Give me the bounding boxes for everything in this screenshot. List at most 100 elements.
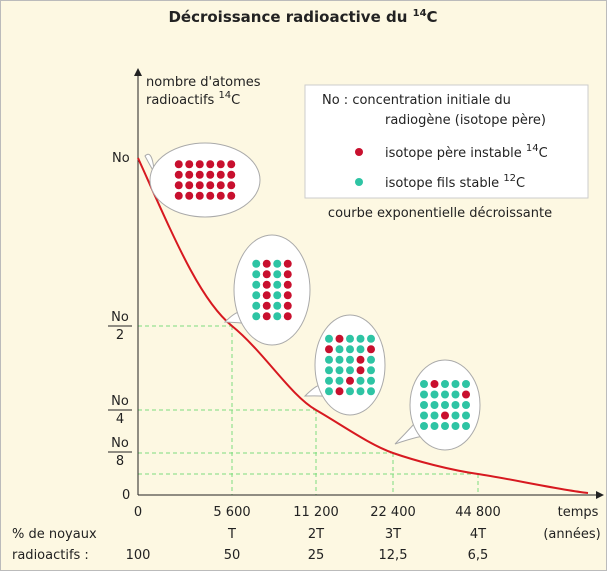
atom-dot (420, 422, 428, 430)
atom-dot (335, 387, 344, 396)
atom-dot (283, 301, 292, 310)
atom-dot (185, 181, 194, 190)
atom-dot (441, 380, 449, 388)
atom-dot (174, 160, 183, 169)
atom-dot (273, 259, 282, 268)
atom-dot (273, 312, 282, 321)
atom-dot (356, 334, 365, 343)
atom-dot (430, 422, 439, 430)
atom-dot (325, 366, 333, 375)
atom-dot (174, 191, 183, 200)
atom-dot (195, 181, 204, 190)
atom-dot (430, 411, 439, 420)
atom-dot (325, 355, 333, 364)
x-tick-label: 44 800 (455, 505, 501, 520)
bubble (233, 234, 311, 346)
x-tick-label: 11 200 (293, 505, 339, 520)
atom-dot (262, 291, 271, 300)
legend-text-part: isotope père instable (385, 146, 526, 161)
legend-text: No : concentration initiale du (322, 93, 511, 108)
y-label: 0 (122, 488, 130, 503)
atom-dot (346, 334, 354, 343)
legend-text-part: 12 (503, 173, 516, 184)
y-label: No (112, 151, 130, 166)
atom-dot (367, 345, 375, 354)
atom-dot (262, 259, 271, 268)
atom-dot (283, 312, 292, 321)
atom-dot (451, 401, 460, 409)
legend-text: isotope père instable 14C (385, 143, 548, 161)
atom-dot (335, 334, 344, 343)
atom-dot (216, 170, 225, 179)
atom-dot (430, 380, 439, 388)
percent-label: 100 (126, 548, 151, 563)
legend-dot (355, 178, 363, 186)
atom-dot (356, 345, 365, 354)
y-label-num: No (111, 394, 129, 409)
atom-dot (174, 181, 183, 190)
atom-dot (283, 270, 292, 279)
atom-dot (216, 160, 225, 169)
atom-dot (273, 301, 282, 310)
curve-label: courbe exponentielle décroissante (328, 206, 552, 221)
atom-dot (216, 181, 225, 190)
title-part: C (427, 8, 438, 26)
atom-dot (367, 387, 375, 396)
atom-dot (420, 380, 428, 388)
atom-dot (462, 422, 470, 430)
atom-dot (451, 390, 460, 399)
atom-dot (346, 376, 354, 385)
atom-dot (441, 401, 449, 409)
atom-dot (262, 301, 271, 310)
atom-dot (356, 355, 365, 364)
y-axis-title: radioactifs 14C (146, 90, 240, 108)
bubble (314, 314, 386, 416)
percent-label: 12,5 (379, 548, 408, 563)
atom-dot (325, 387, 333, 396)
atom-dot (262, 280, 271, 289)
atom-dot (325, 345, 333, 354)
atom-dot (367, 376, 375, 385)
atom-dot (335, 355, 344, 364)
period-label: 3T (385, 527, 401, 542)
x-axis-title: temps (558, 505, 599, 520)
title: Décroissance radioactive du 14C (168, 8, 437, 26)
x-tick-label: 0 (134, 505, 142, 520)
atom-dot (367, 366, 375, 375)
atom-dot (367, 334, 375, 343)
percent-label: 50 (224, 548, 241, 563)
atom-dot (252, 301, 261, 310)
atom-dot (185, 160, 194, 169)
atom-dot (227, 170, 236, 179)
atom-dot (227, 160, 236, 169)
atom-dot (451, 380, 460, 388)
atom-dot (273, 280, 282, 289)
atom-dot (335, 376, 344, 385)
x-tick-label: 22 400 (370, 505, 416, 520)
atom-dot (206, 191, 215, 200)
legend-text-part: 14 (526, 143, 539, 154)
atom-dot (174, 170, 183, 179)
atom-dot (335, 345, 344, 354)
atom-dot (325, 376, 333, 385)
atom-dot (356, 366, 365, 375)
atom-dot (346, 366, 354, 375)
legend-text: isotope fils stable 12C (385, 173, 525, 191)
atom-dot (462, 411, 470, 420)
bubble (149, 142, 261, 218)
atom-dot (262, 270, 271, 279)
legend-box (304, 84, 589, 199)
atom-dot (335, 366, 344, 375)
atom-dot (441, 390, 449, 399)
guides (138, 325, 479, 495)
y-label-den: 2 (116, 328, 124, 343)
atom-dot (216, 191, 225, 200)
y-label-den: 4 (116, 412, 124, 427)
atom-dot (195, 160, 204, 169)
row-label: radioactifs : (12, 548, 89, 563)
y-label-num: No (111, 436, 129, 451)
atom-dot (195, 191, 204, 200)
atom-dot (185, 191, 194, 200)
y-axis-title-part: radioactifs (146, 93, 218, 108)
period-label: 2T (308, 527, 324, 542)
